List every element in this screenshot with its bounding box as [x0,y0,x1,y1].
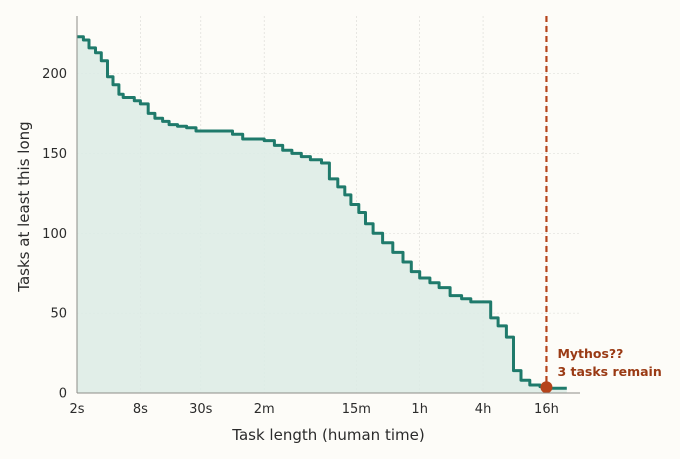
y-tick-labels: 0 50 100 150 200 [42,67,67,401]
x-tick-label: 2s [69,402,84,417]
x-tick-label: 2m [254,402,275,417]
y-tick-label: 0 [59,387,67,402]
highlight-point [540,381,553,394]
annotation-title: Mythos?? [557,346,623,361]
x-tick-label: 4h [475,402,492,417]
series-line [77,35,567,390]
y-tick-label: 100 [42,227,67,242]
x-tick-label: 30s [189,402,213,417]
x-tick-label: 8s [133,402,148,417]
x-tick-label: 16h [534,402,559,417]
x-tick-labels: 2s 8s 30s 2m 15m 1h 4h 16h [69,402,558,417]
y-axis-label: Tasks at least this long [15,121,33,292]
y-tick-label: 200 [42,67,67,82]
x-tick-label: 1h [411,402,428,417]
y-tick-label: 50 [50,307,67,322]
x-axis-label: Task length (human time) [231,426,424,444]
area-fill [77,36,567,394]
x-tick-label: 15m [342,402,371,417]
annotation-subtitle: 3 tasks remain [557,364,661,379]
y-tick-label: 150 [42,147,67,162]
